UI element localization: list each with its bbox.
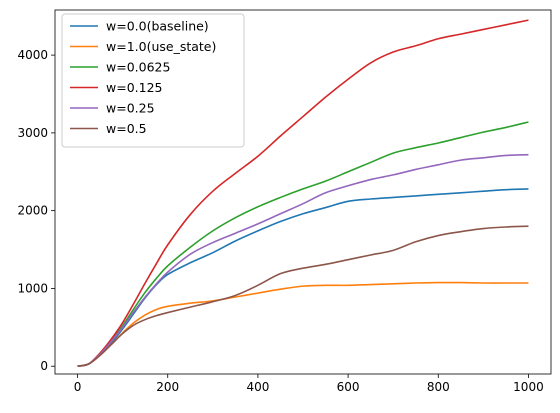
series-line-1 — [78, 283, 529, 367]
legend-label: w=0.5 — [106, 121, 147, 136]
legend-label: w=0.0(baseline) — [106, 19, 209, 34]
y-tick-label: 1000 — [17, 281, 48, 295]
series-line-0 — [78, 189, 529, 366]
series-line-4 — [78, 155, 529, 367]
x-tick-label: 600 — [337, 380, 360, 394]
y-tick-label: 3000 — [17, 126, 48, 140]
legend-label: w=0.25 — [106, 101, 155, 116]
x-tick-label: 400 — [246, 380, 269, 394]
legend-label: w=0.0625 — [106, 60, 170, 75]
x-tick-label: 800 — [427, 380, 450, 394]
y-axis-ticks: 0 1000 2000 3000 4000 — [17, 48, 55, 373]
x-tick-label: 1000 — [513, 380, 544, 394]
legend-label: w=0.125 — [106, 80, 162, 95]
series-line-2 — [78, 122, 529, 366]
y-tick-label: 2000 — [17, 204, 48, 218]
x-tick-label: 200 — [156, 380, 179, 394]
x-axis-ticks: 0 200 400 600 800 1000 — [74, 374, 544, 394]
legend: w=0.0(baseline) w=1.0(use_state) w=0.0625 w… — [62, 14, 244, 147]
y-tick-label: 4000 — [17, 48, 48, 62]
x-tick-label: 0 — [74, 380, 82, 394]
y-tick-label: 0 — [40, 359, 48, 373]
legend-label: w=1.0(use_state) — [106, 39, 216, 54]
